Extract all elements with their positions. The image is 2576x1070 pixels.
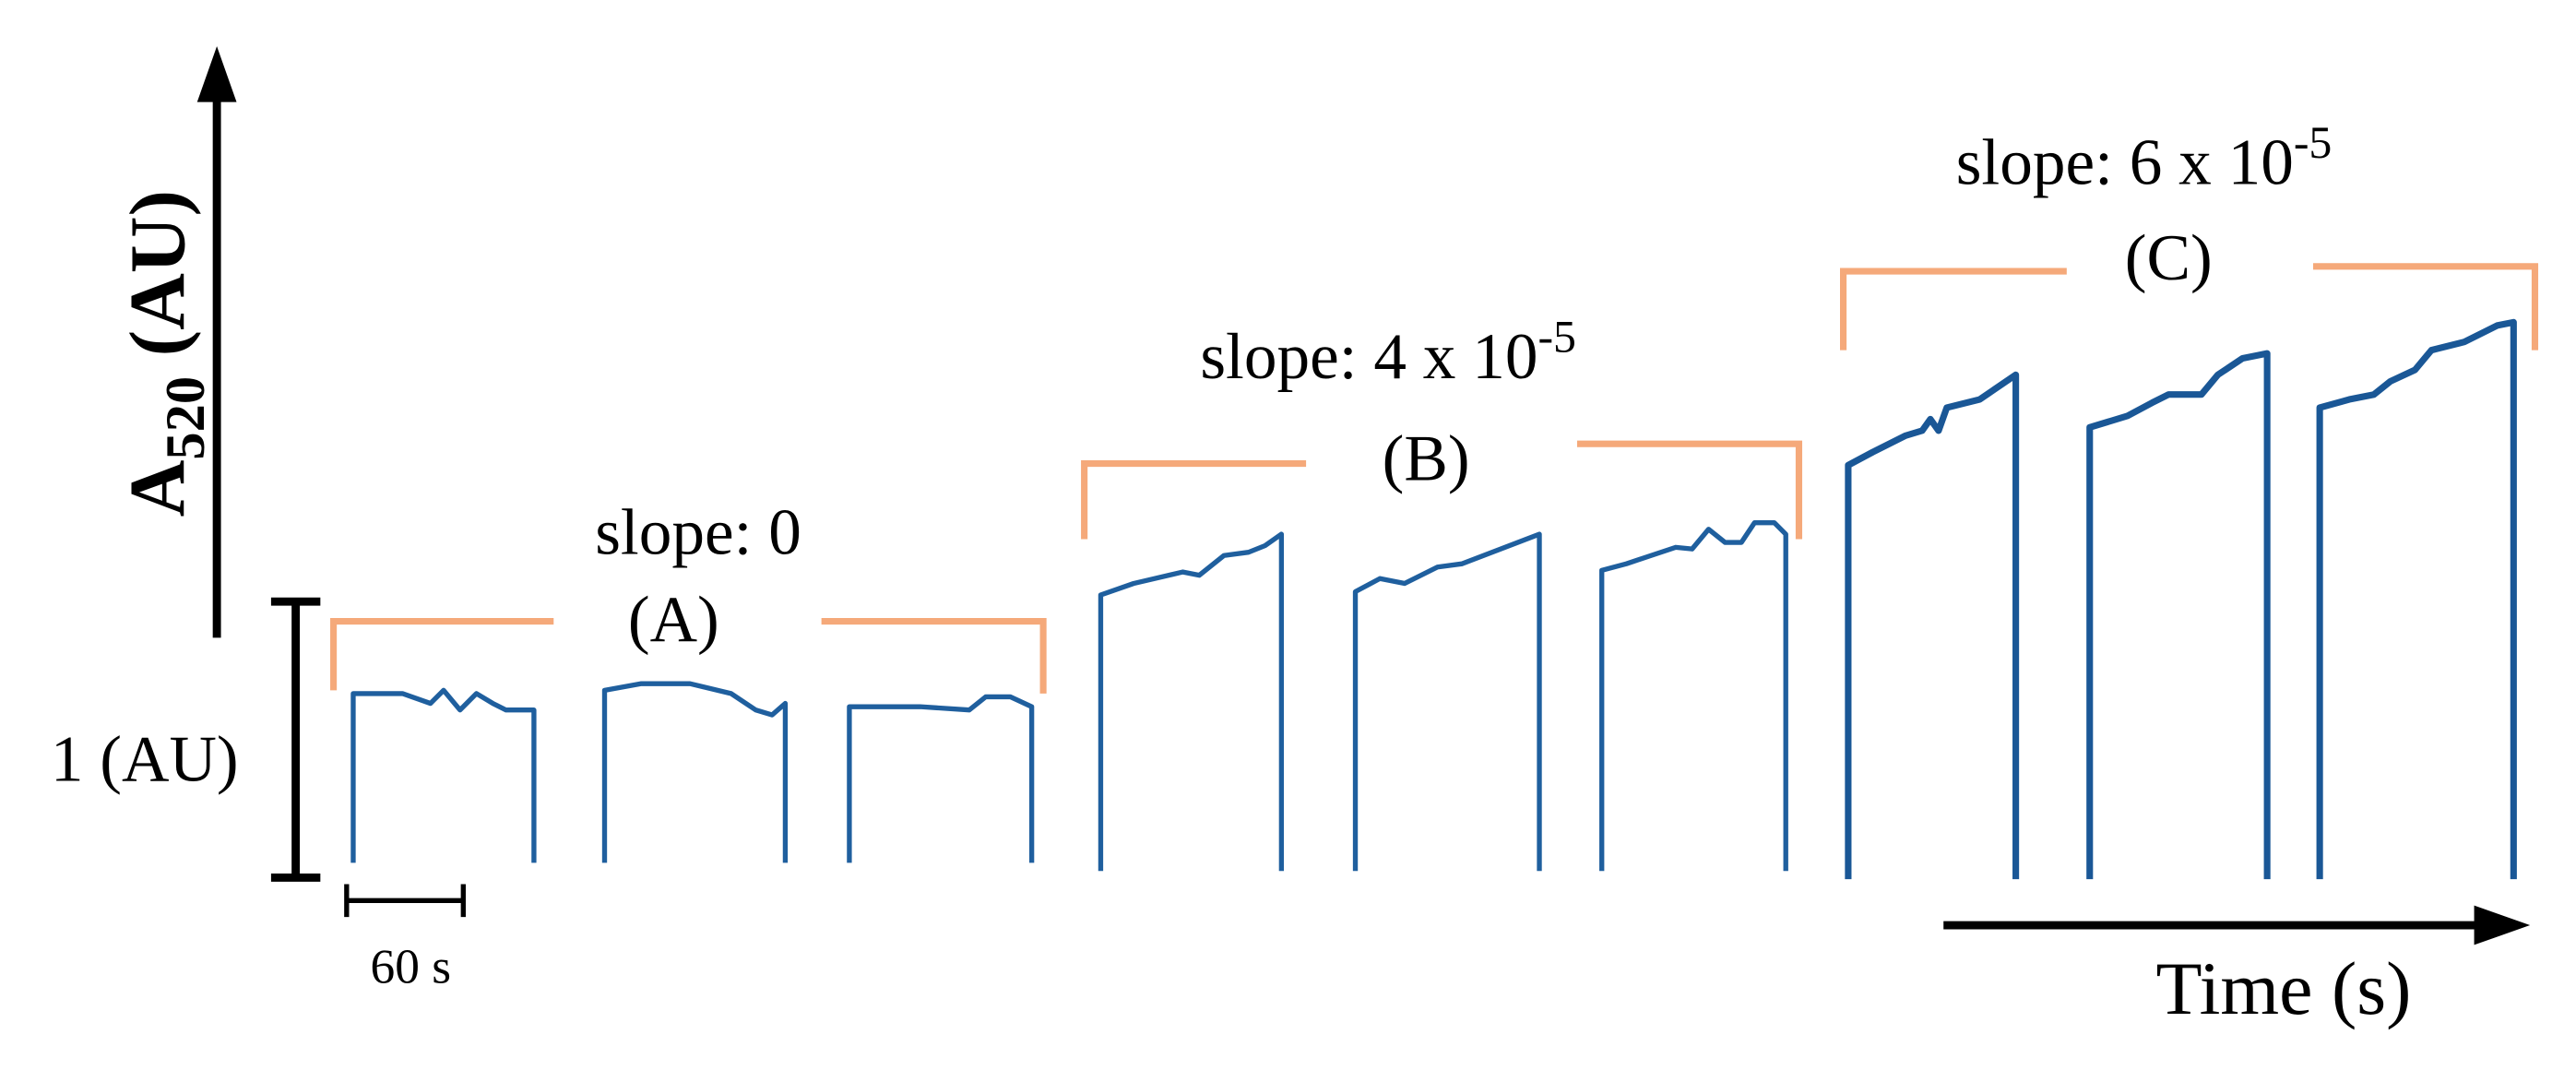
bracket	[330, 617, 554, 691]
trace	[1845, 371, 2020, 880]
slope-exponent: -5	[1537, 311, 1576, 362]
scale-bar-vertical-label: 1 (AU)	[51, 723, 239, 795]
group-label: (C)	[2125, 222, 2213, 294]
bracket	[1577, 440, 1803, 540]
bracket	[1840, 268, 2067, 351]
bracket	[821, 617, 1047, 694]
bracket	[1081, 459, 1307, 540]
y-axis-arrowhead	[196, 46, 237, 102]
slope-exponent: -5	[2294, 117, 2333, 168]
y-axis-label: A520 (AU)	[115, 190, 217, 517]
trace	[1098, 531, 1285, 872]
bracket	[2313, 263, 2539, 351]
slope-text: slope: 4 x 10	[1200, 321, 1537, 393]
scale-bar-horizontal-label: 60 s	[371, 938, 452, 993]
trace	[2316, 318, 2517, 880]
y-label-unit: (AU)	[115, 190, 202, 376]
trace	[601, 681, 789, 863]
group-label: (A)	[628, 584, 719, 656]
x-axis-label: Time (s)	[2155, 946, 2411, 1030]
y-label-subscript: 520	[155, 376, 217, 460]
slope-label: slope: 6 x 10-5	[1956, 117, 2333, 198]
group-label: (B)	[1383, 422, 1470, 494]
trace	[1599, 519, 1788, 872]
trace	[350, 687, 537, 863]
trace	[2086, 350, 2271, 880]
slope-label: slope: 0	[595, 496, 801, 568]
trace	[1352, 531, 1542, 872]
slope-text: slope: 6 x 10	[1956, 127, 2294, 199]
x-axis-arrowhead	[2474, 905, 2531, 945]
trace	[847, 694, 1035, 863]
slope-label: slope: 4 x 10-5	[1200, 311, 1576, 393]
y-label-base: A	[115, 459, 202, 517]
